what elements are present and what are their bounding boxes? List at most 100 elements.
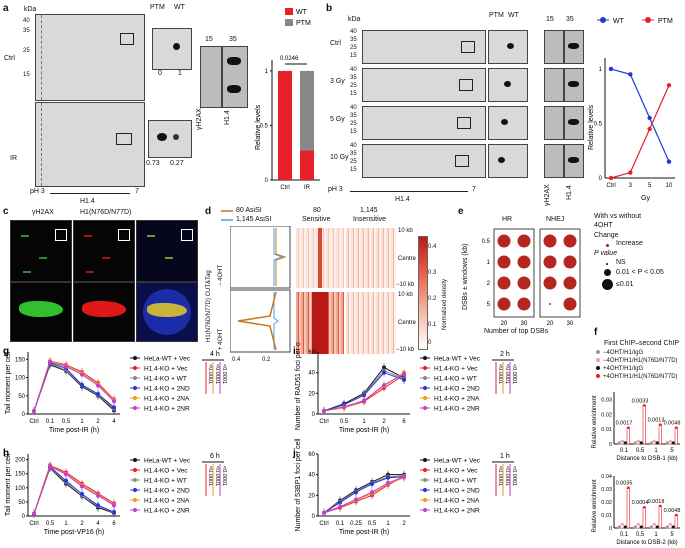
legend-dot <box>133 356 137 360</box>
legend-ptm-b: PTM <box>658 18 673 25</box>
data-point <box>112 399 116 404</box>
x-tick-label: 0.1 <box>620 448 629 454</box>
y-axis-label: Relative enrichment <box>592 479 598 532</box>
legend-b: WT PTM <box>597 17 673 25</box>
leg-low-e: ≤0.01 <box>616 281 634 288</box>
x-tick-label: 1 <box>386 521 390 527</box>
bar-point <box>627 486 630 489</box>
dot <box>563 297 577 311</box>
leg-low-dot <box>602 279 613 290</box>
data-point <box>338 504 342 509</box>
data-point <box>362 393 366 398</box>
ph7-b: 7 <box>472 186 476 193</box>
ylabel-b: Relative levels <box>588 104 595 150</box>
ph-arrow-b <box>350 191 468 192</box>
legend-text: H1.4-KO + 2ND <box>434 488 480 495</box>
data-point <box>64 364 68 369</box>
data-point <box>80 484 84 489</box>
x-tick-label: 4 <box>112 419 116 425</box>
zoom-c-h1 <box>73 282 135 342</box>
legend-dot <box>423 468 427 472</box>
minus-d: − 4OHT <box>218 264 224 286</box>
h14b-b: H1.4 <box>566 185 573 200</box>
bar <box>658 505 662 529</box>
b-zoom <box>488 144 528 178</box>
data-point <box>48 464 52 469</box>
x-tick-label: 6 <box>402 419 406 425</box>
centre-d-2: Centre <box>398 320 417 326</box>
legend-line2-d <box>221 219 233 221</box>
y-tick-label: 0.5 <box>594 121 603 127</box>
col35-a: 35 <box>229 36 237 43</box>
p-value: 0.0004 <box>632 500 649 506</box>
cell <box>165 257 173 259</box>
bar <box>626 427 630 445</box>
bar <box>626 487 630 529</box>
frame-hr <box>493 228 535 318</box>
legend-dot <box>133 386 137 390</box>
inset-box <box>55 229 67 241</box>
data-point <box>64 478 68 483</box>
legend-text: H1.4-KO + 2NA <box>144 498 190 505</box>
cell <box>23 271 31 273</box>
p-value: 0.0017 <box>616 421 633 427</box>
tick: 35 <box>350 151 357 157</box>
y-tick-label: 0 <box>599 176 603 182</box>
chart-b: WT PTM Relative levels 0 0.5 1 Ctrl 3 5 10 Gy <box>588 17 675 202</box>
bar-point <box>624 525 627 528</box>
b-row-label: Ctrl <box>330 40 341 47</box>
data-point <box>354 490 358 495</box>
time-label: 2 h <box>500 351 510 358</box>
profile-line-blue-top <box>273 228 284 286</box>
b-row-ticks: 40 35 25 15 <box>350 142 357 174</box>
zoom-c-merge <box>136 282 198 342</box>
heatmap-d-sens-minus <box>296 228 344 288</box>
tick: 25 <box>350 159 357 165</box>
ptm-label-b: PTM <box>489 12 504 19</box>
y-tick-label: 1 <box>487 260 491 266</box>
b-zoom <box>488 30 528 64</box>
wt-label-b: WT <box>508 12 519 19</box>
y-tick-label: 0.03 <box>601 397 612 403</box>
b-blot <box>362 30 486 64</box>
data-point <box>382 370 386 375</box>
dot <box>517 255 531 269</box>
y-tick-label: 0 <box>312 514 316 520</box>
p-value: <0.0001 <box>207 466 213 486</box>
legend-text: −4OHT/H1/IgG <box>603 350 644 356</box>
x-tick-label: Ctrl <box>280 185 289 191</box>
heatmap-d-insens-plus <box>346 292 396 354</box>
zoom-c-gamma <box>10 282 72 342</box>
x-tick-label: Ctrl <box>319 521 328 527</box>
bar-point <box>666 525 669 528</box>
cell <box>86 271 94 273</box>
legend-text: H1.4-KO + 2ND <box>434 386 480 393</box>
bar <box>642 506 646 529</box>
time-label: 6 h <box>210 453 220 460</box>
legend-dot <box>423 386 427 390</box>
xtick-d-1: 0.2 <box>262 357 271 363</box>
band <box>568 119 579 125</box>
bar <box>300 150 314 180</box>
ylabel-a: Relative levels <box>255 104 262 150</box>
x-tick-label: 6 <box>112 521 116 527</box>
nucleus <box>82 301 126 317</box>
band <box>568 43 579 49</box>
x-tick-label: 0.5 <box>368 521 377 527</box>
h14b-a: H1.4 <box>224 110 231 125</box>
gamma-a: γH2AX <box>196 108 203 130</box>
tick: 15 <box>23 72 30 78</box>
legend-text: H1.4-KO + WT <box>144 478 187 485</box>
b-strip-h14 <box>564 68 584 102</box>
x-axis-label: Time post-IR (h) <box>49 427 99 434</box>
dot <box>543 234 557 248</box>
nucleus <box>19 301 63 317</box>
data-point <box>32 511 36 516</box>
bar <box>658 424 662 445</box>
b-row-ticks: 40 35 25 15 <box>350 66 357 98</box>
x-tick-label: 1 <box>362 419 366 425</box>
legend-text: H1.4-KO + 2NR <box>434 406 480 413</box>
inset-box <box>455 155 469 167</box>
leg-mid-dot <box>604 269 611 276</box>
tick: 40 <box>23 18 30 24</box>
